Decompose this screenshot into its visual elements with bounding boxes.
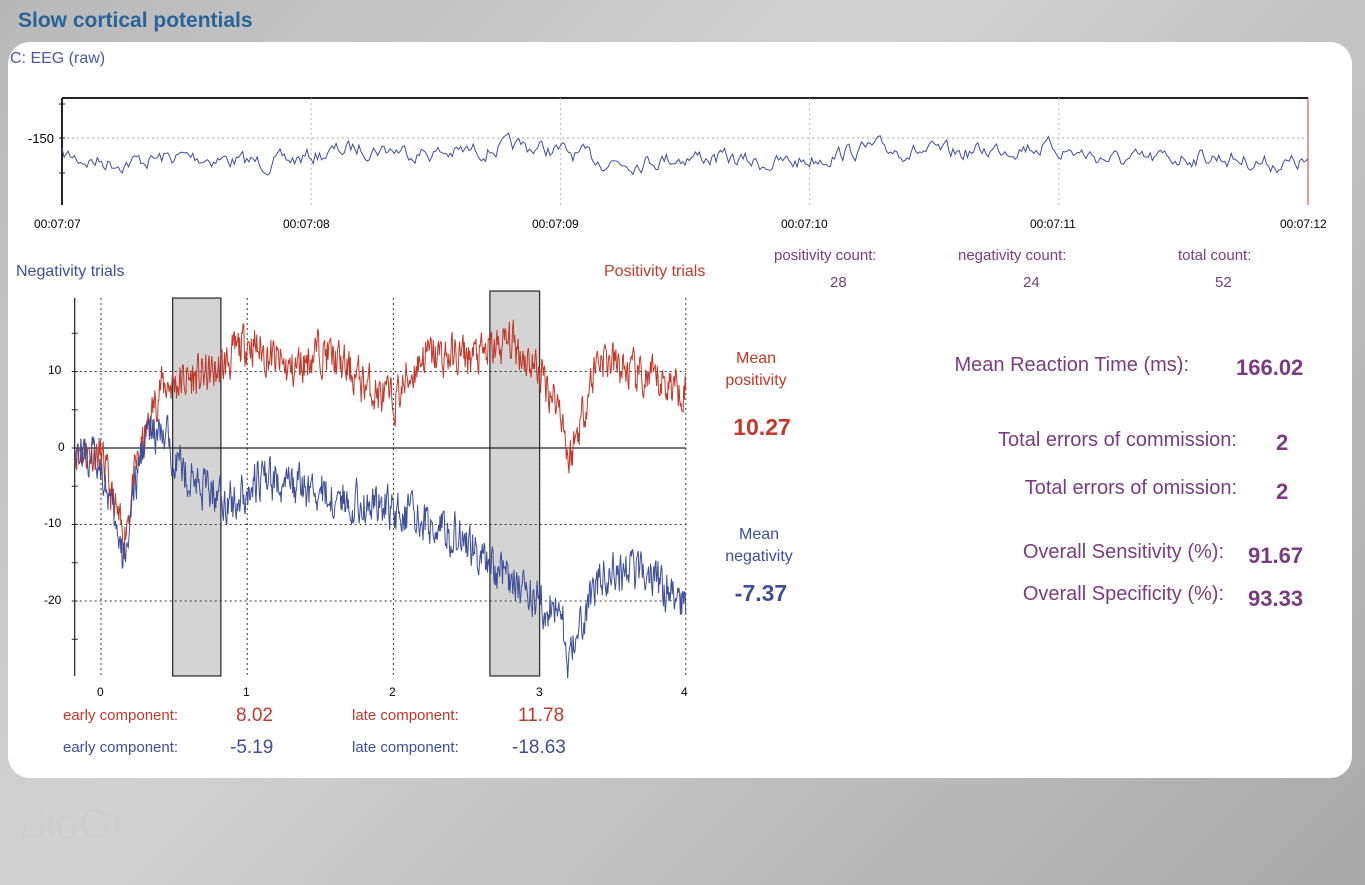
mean-negativity-value: -7.37: [734, 580, 788, 606]
label-line: positivity: [725, 372, 787, 389]
xtick-label: 1: [243, 685, 250, 699]
stat-label: Mean Reaction Time (ms):: [954, 354, 1189, 376]
stat-label: Overall Specificity (%):: [1022, 583, 1224, 605]
negativity-count-label: negativity count:: [958, 247, 1067, 264]
content-panel: [8, 42, 1352, 778]
stat-value: 2: [1276, 430, 1289, 455]
time-label: 00:07:07: [34, 217, 81, 231]
time-label: 00:07:12: [1280, 217, 1327, 231]
xtick-label: 0: [97, 685, 104, 699]
neg-early-value: -5.19: [230, 737, 274, 758]
time-label: 00:07:09: [532, 217, 579, 231]
ytick-label: -20: [44, 593, 62, 607]
mean-positivity-value: 10.27: [733, 414, 791, 440]
eeg-trace: [61, 132, 1309, 176]
page-title: Slow cortical potentials: [18, 9, 253, 32]
label-line: Mean: [738, 526, 780, 543]
xtick-label: 3: [536, 685, 543, 699]
total-count-label: total count:: [1178, 247, 1252, 264]
stat-value: 91.67: [1248, 543, 1304, 568]
negativity-trace: [74, 414, 687, 679]
component-window: [489, 290, 541, 677]
pos-late-label: late component:: [352, 707, 459, 724]
negativity-trials-label: Negativity trials: [16, 263, 125, 280]
label-line: Mean: [735, 350, 777, 367]
biograph-logo-sub: INFINITI: [120, 848, 162, 858]
time-label: 00:07:08: [283, 217, 330, 231]
time-label: 00:07:10: [781, 217, 828, 231]
ytick-label: 0: [58, 440, 65, 454]
stat-label: Total errors of commission:: [998, 429, 1237, 451]
pos-early-label: early component:: [63, 707, 179, 724]
positivity-trials-label: Positivity trials: [604, 263, 706, 280]
positivity-count: 28: [830, 274, 847, 291]
xtick-label: 2: [389, 685, 396, 699]
negativity-count: 24: [1023, 274, 1040, 291]
neg-late-label: late component:: [352, 739, 459, 756]
time-label: 00:07:11: [1030, 217, 1076, 231]
eeg-ytick: -150: [28, 131, 55, 146]
pos-late-value: 11.78: [518, 705, 565, 726]
neg-early-label: early component:: [63, 739, 179, 756]
mean-positivity-label: Mean positivity: [700, 348, 812, 392]
positivity-trace: [74, 319, 687, 561]
biograph-logo: BioGraph: [18, 800, 196, 847]
xtick-label: 4: [681, 685, 688, 699]
label-line: negativity: [725, 548, 793, 565]
stat-value: 93.33: [1248, 586, 1304, 611]
stat-value: 166.02: [1236, 355, 1304, 380]
stat-label: Overall Sensitivity (%):: [1022, 541, 1224, 563]
positivity-count-label: positivity count:: [774, 247, 877, 264]
pos-early-value: 8.02: [236, 705, 273, 726]
neg-late-value: -18.63: [512, 737, 566, 758]
mean-negativity-label: Mean negativity: [700, 524, 818, 568]
total-count: 52: [1215, 274, 1232, 291]
stat-value: 2: [1276, 479, 1289, 504]
ytick-label: 10: [48, 363, 62, 377]
eeg-channel-label: C: EEG (raw): [10, 50, 106, 67]
ytick-label: -10: [44, 516, 62, 530]
stat-label: Total errors of omission:: [1024, 477, 1237, 499]
